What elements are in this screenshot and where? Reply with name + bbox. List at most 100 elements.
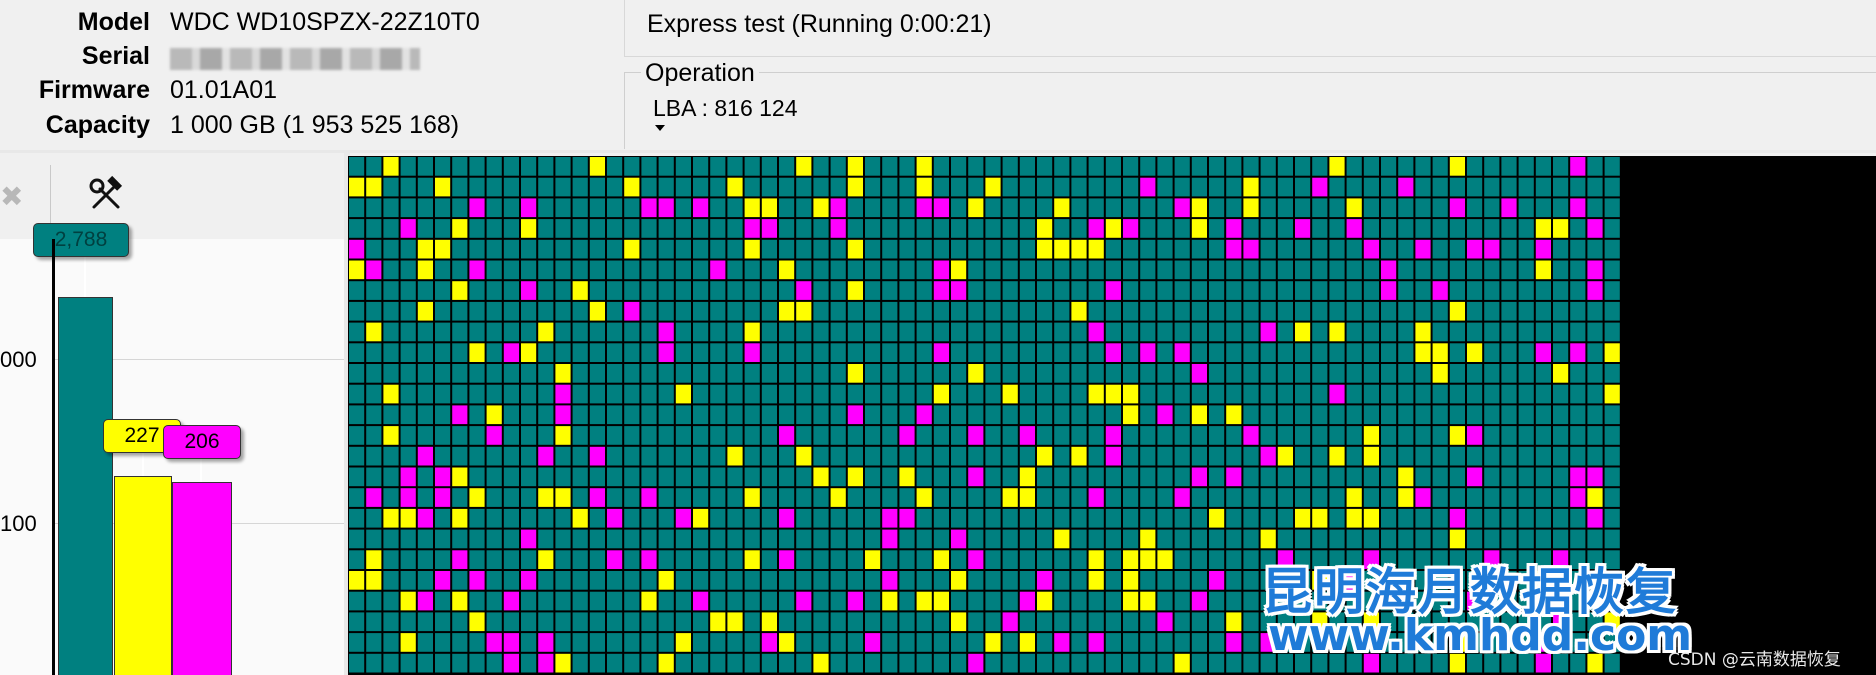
block-normal: [779, 467, 795, 487]
block-normal: [1604, 467, 1620, 487]
block-slow: [1295, 508, 1311, 528]
block-normal: [779, 488, 795, 507]
block-very-slow: [1105, 343, 1121, 362]
block-normal: [865, 612, 881, 632]
puzzle-icon[interactable]: ✖: [0, 181, 24, 212]
block-normal: [572, 177, 588, 197]
block-very-slow: [1432, 281, 1448, 300]
block-very-slow: [1002, 612, 1018, 632]
block-normal: [1553, 591, 1569, 611]
block-normal: [538, 467, 554, 487]
watermark-url: www.kmhdd.com: [1268, 610, 1693, 661]
block-normal: [555, 281, 571, 300]
block-normal: [486, 591, 502, 611]
block-normal: [951, 550, 967, 569]
block-normal: [1329, 177, 1345, 197]
block-normal: [400, 550, 416, 569]
block-normal: [1381, 488, 1397, 507]
block-normal: [1432, 239, 1448, 259]
block-normal: [1037, 508, 1053, 528]
block-normal: [675, 591, 691, 611]
serial-row: Serial: [0, 38, 612, 72]
block-normal: [1037, 550, 1053, 569]
block-normal: [1260, 364, 1276, 383]
block-normal: [641, 281, 657, 300]
block-very-slow: [1570, 157, 1586, 176]
block-normal: [1019, 364, 1035, 383]
block-normal: [675, 343, 691, 362]
block-very-slow: [1157, 405, 1173, 425]
block-normal: [1467, 571, 1483, 590]
block-normal: [1209, 446, 1225, 466]
block-normal: [486, 488, 502, 507]
block-slow: [1449, 633, 1465, 652]
block-normal: [1398, 219, 1414, 238]
block-normal: [400, 384, 416, 404]
block-normal: [1449, 467, 1465, 487]
block-normal: [1312, 405, 1328, 425]
block-normal: [1226, 591, 1242, 611]
block-normal: [658, 467, 674, 487]
block-normal: [1501, 405, 1517, 425]
block-normal: [486, 508, 502, 528]
block-normal: [521, 612, 537, 632]
block-normal: [366, 467, 382, 487]
block-normal: [1312, 301, 1328, 321]
block-normal: [1191, 550, 1207, 569]
block-normal: [710, 301, 726, 321]
block-normal: [521, 157, 537, 176]
block-normal: [1071, 322, 1087, 342]
block-normal: [727, 591, 743, 611]
block-normal: [349, 426, 365, 445]
block-normal: [1277, 633, 1293, 652]
block-normal: [1277, 177, 1293, 197]
block-normal: [1587, 426, 1603, 445]
block-normal: [951, 508, 967, 528]
block-normal: [865, 157, 881, 176]
block-normal: [1518, 571, 1534, 590]
block-very-slow: [1467, 239, 1483, 259]
block-normal: [865, 281, 881, 300]
block-normal: [1501, 301, 1517, 321]
block-normal: [1432, 529, 1448, 549]
block-normal: [641, 177, 657, 197]
hammer-wrench-icon[interactable]: [86, 175, 126, 215]
block-normal: [1570, 653, 1586, 673]
block-normal: [1432, 198, 1448, 218]
block-normal: [1054, 508, 1070, 528]
block-normal: [1312, 157, 1328, 176]
block-very-slow: [1570, 343, 1586, 362]
block-very-slow: [1363, 239, 1379, 259]
block-normal: [1346, 239, 1362, 259]
block-normal: [985, 488, 1001, 507]
block-normal: [1312, 550, 1328, 569]
block-normal: [1432, 301, 1448, 321]
block-normal: [1002, 239, 1018, 259]
block-normal: [1329, 219, 1345, 238]
block-very-slow: [1226, 633, 1242, 652]
block-normal: [1037, 260, 1053, 280]
block-normal: [710, 364, 726, 383]
block-very-slow: [847, 591, 863, 611]
bar-label-very-slow: 206: [163, 425, 241, 459]
block-normal: [1295, 653, 1311, 673]
block-normal: [503, 364, 519, 383]
block-normal: [1484, 157, 1500, 176]
block-normal: [951, 219, 967, 238]
block-very-slow: [486, 426, 502, 445]
block-normal: [521, 384, 537, 404]
block-normal: [710, 198, 726, 218]
block-normal: [1449, 364, 1465, 383]
block-very-slow: [693, 591, 709, 611]
block-normal: [830, 405, 846, 425]
block-slow: [1105, 219, 1121, 238]
splitter[interactable]: [344, 153, 350, 675]
block-normal: [1432, 384, 1448, 404]
dropdown-caret-icon[interactable]: [655, 125, 665, 131]
block-normal: [727, 219, 743, 238]
block-normal: [400, 157, 416, 176]
block-normal: [417, 281, 433, 300]
block-slow: [1346, 488, 1362, 507]
block-normal: [1398, 384, 1414, 404]
block-normal: [1501, 426, 1517, 445]
